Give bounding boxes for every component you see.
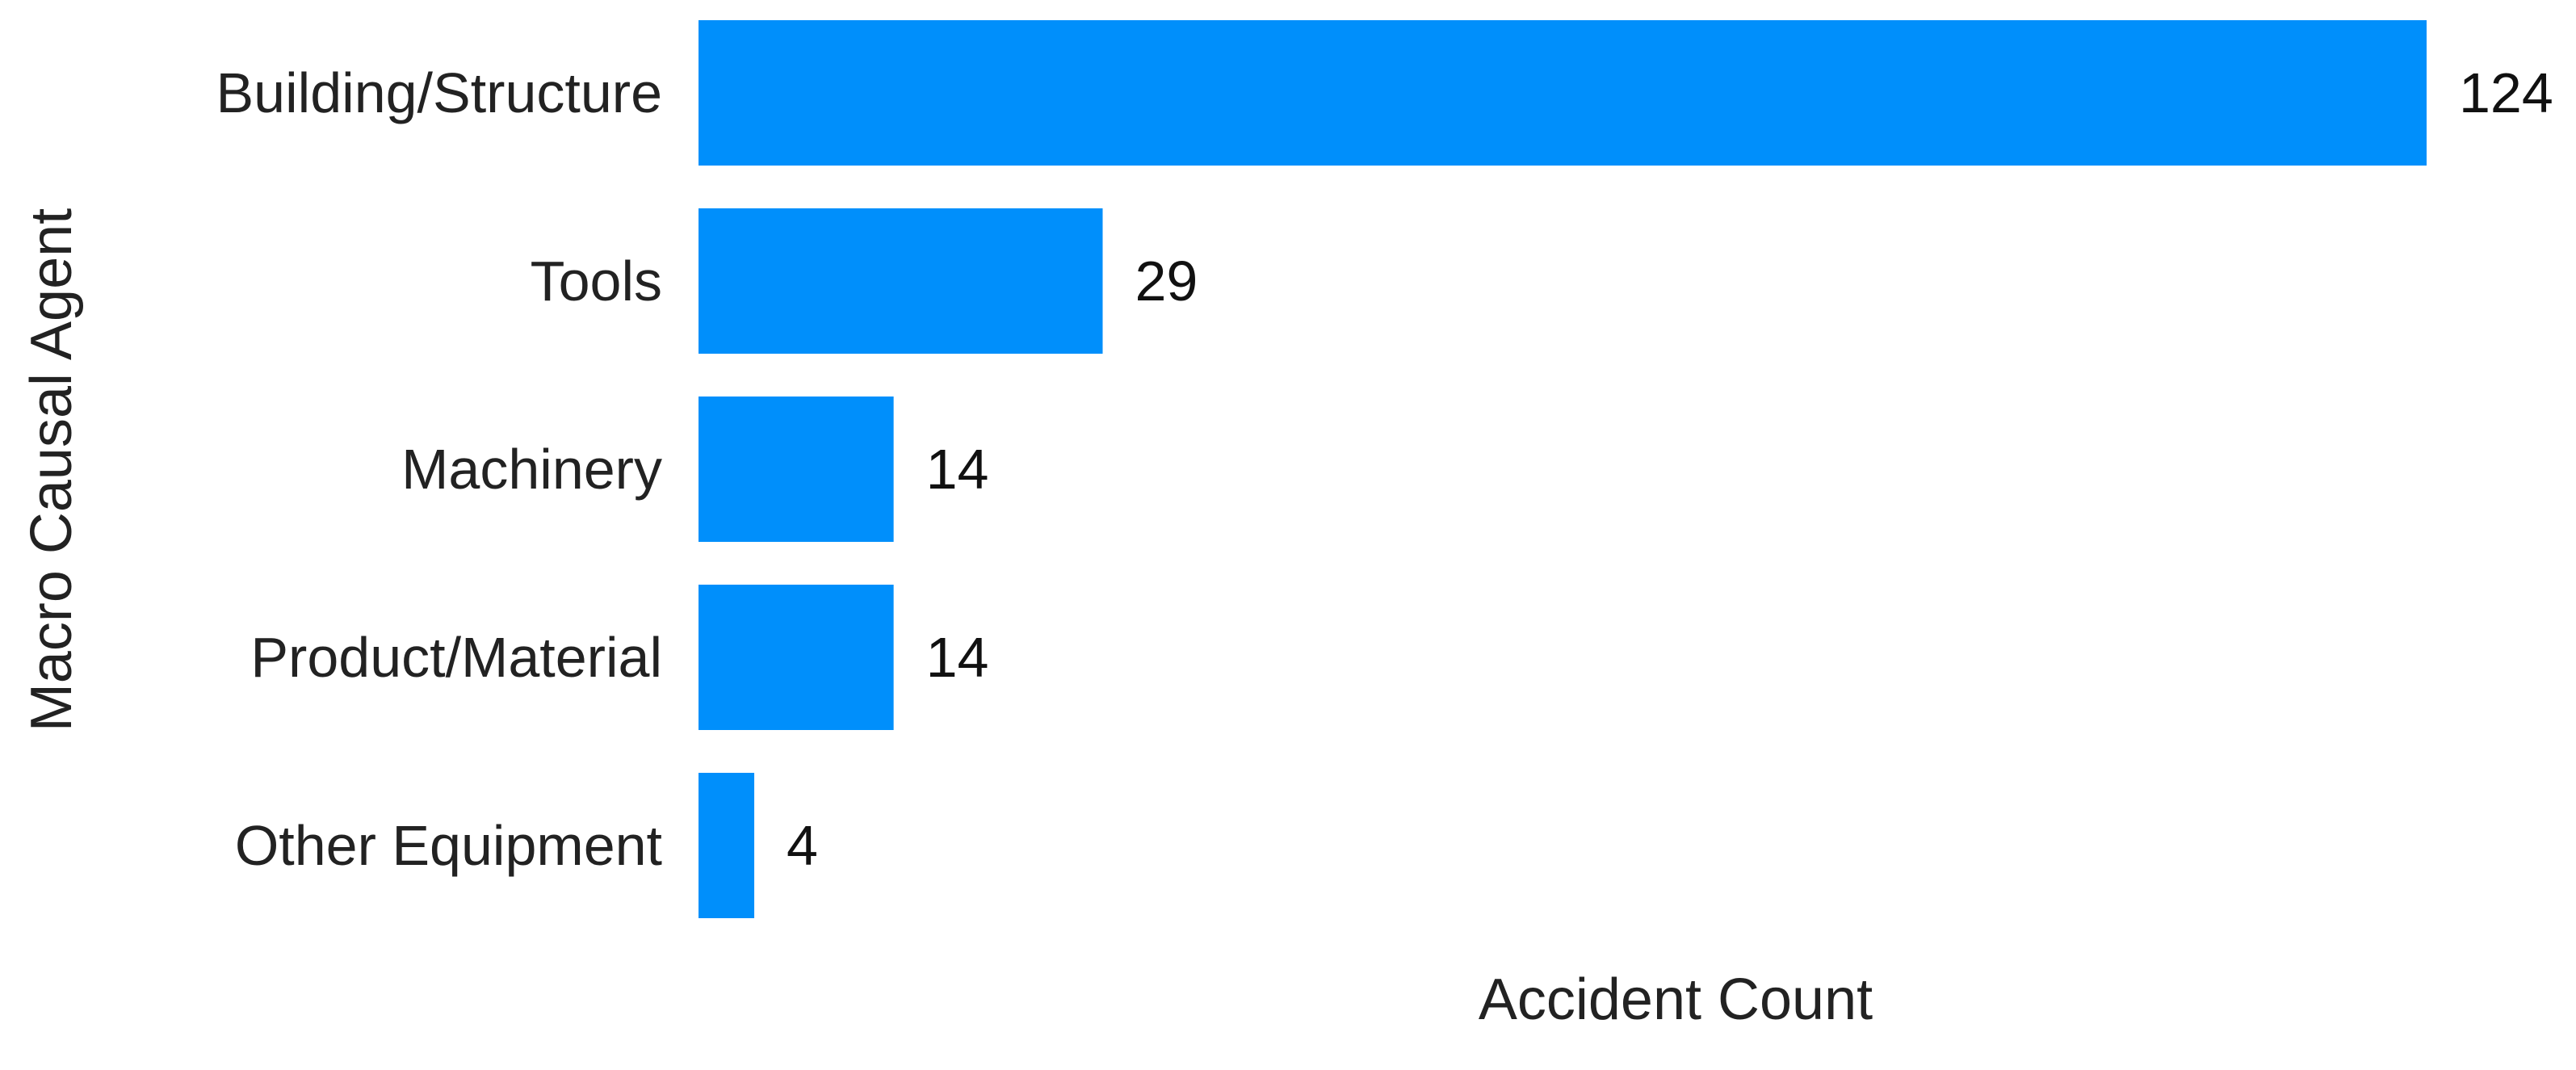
category-labels: Building/Structure Tools Machinery Product/… <box>216 61 662 877</box>
category-label-2: Machinery <box>401 438 662 501</box>
bar-4 <box>699 773 755 918</box>
category-label-1: Tools <box>531 250 662 313</box>
value-labels: 124 29 14 14 4 <box>787 61 2553 877</box>
category-label-3: Product/Material <box>250 626 662 689</box>
value-label-4: 4 <box>787 814 818 877</box>
bars-group <box>699 20 2427 918</box>
bar-0 <box>699 20 2427 166</box>
value-label-2: 14 <box>926 438 989 501</box>
bar-2 <box>699 397 894 542</box>
category-label-4: Other Equipment <box>235 814 662 877</box>
x-axis-title: Accident Count <box>1479 967 1873 1032</box>
value-label-1: 29 <box>1135 250 1198 313</box>
value-label-0: 124 <box>2459 61 2553 124</box>
bar-1 <box>699 208 1103 354</box>
bar-3 <box>699 585 894 730</box>
value-label-3: 14 <box>926 626 989 689</box>
category-label-0: Building/Structure <box>216 61 662 124</box>
y-axis-title: Macro Causal Agent <box>19 208 84 732</box>
